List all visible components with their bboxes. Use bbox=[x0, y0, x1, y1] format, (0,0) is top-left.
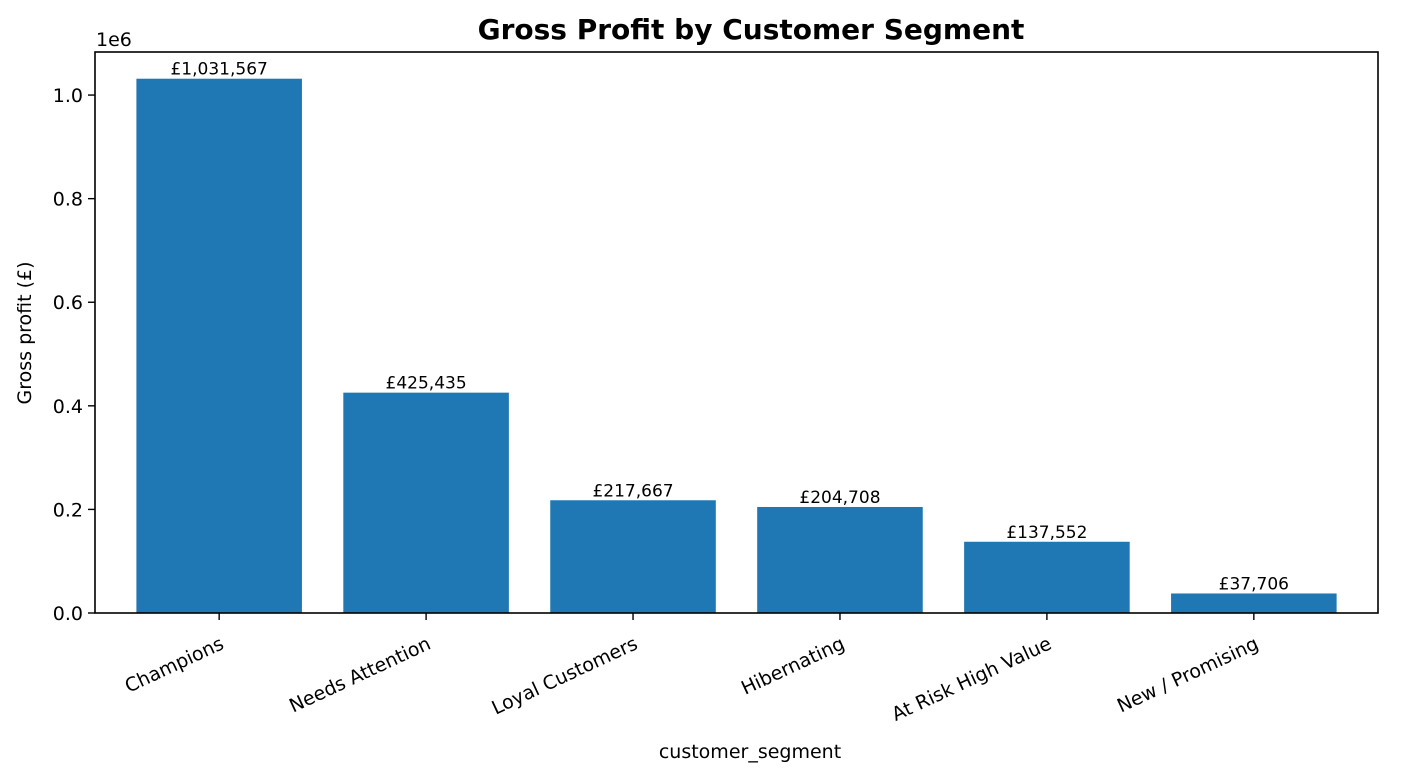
x-axis-label: customer_segment bbox=[659, 741, 841, 763]
y-axis-ticks: 0.0 0.2 0.4 0.6 0.8 1.0 bbox=[53, 85, 95, 625]
bar-labels-group: £1,031,567 £425,435 £217,667 £204,708 £137,5… bbox=[170, 60, 1289, 595]
bar-2 bbox=[550, 500, 716, 613]
bar-value-label-3: £204,708 bbox=[799, 488, 880, 508]
y-axis-label: Gross profit (£) bbox=[14, 261, 36, 404]
bar-value-label-5: £37,706 bbox=[1219, 574, 1289, 594]
bar-value-label-4: £137,552 bbox=[1006, 523, 1087, 543]
x-axis-ticks: Champions Needs Attention Loyal Customers H… bbox=[122, 613, 1262, 726]
bar-3 bbox=[757, 506, 923, 613]
x-tick-label-3: Hibernating bbox=[738, 633, 848, 700]
y-tick-label-3: 0.6 bbox=[53, 292, 83, 314]
bar-4 bbox=[964, 541, 1130, 613]
bar-0 bbox=[136, 78, 302, 613]
bar-value-label-2: £217,667 bbox=[592, 481, 673, 501]
x-tick-label-4: At Risk High Value bbox=[889, 633, 1056, 726]
x-tick-label-0: Champions bbox=[122, 633, 228, 698]
x-tick-label-1: Needs Attention bbox=[286, 633, 434, 718]
bar-5 bbox=[1171, 593, 1337, 613]
bar-1 bbox=[343, 392, 509, 613]
bars-group bbox=[136, 78, 1337, 613]
y-tick-label-1: 0.2 bbox=[53, 499, 83, 521]
x-tick-label-5: New / Promising bbox=[1114, 633, 1262, 718]
plot-frame bbox=[94, 51, 1379, 614]
y-tick-label-2: 0.4 bbox=[53, 396, 83, 418]
chart-title: Gross Profit by Customer Segment bbox=[478, 13, 1025, 46]
bar-value-label-1: £425,435 bbox=[386, 374, 467, 394]
y-offset-label: 1e6 bbox=[96, 29, 132, 51]
x-tick-label-2: Loyal Customers bbox=[488, 633, 641, 720]
y-tick-label-4: 0.8 bbox=[53, 189, 83, 211]
y-tick-label-5: 1.0 bbox=[53, 85, 83, 107]
y-tick-label-0: 0.0 bbox=[53, 603, 83, 625]
bar-value-label-0: £1,031,567 bbox=[170, 60, 267, 80]
